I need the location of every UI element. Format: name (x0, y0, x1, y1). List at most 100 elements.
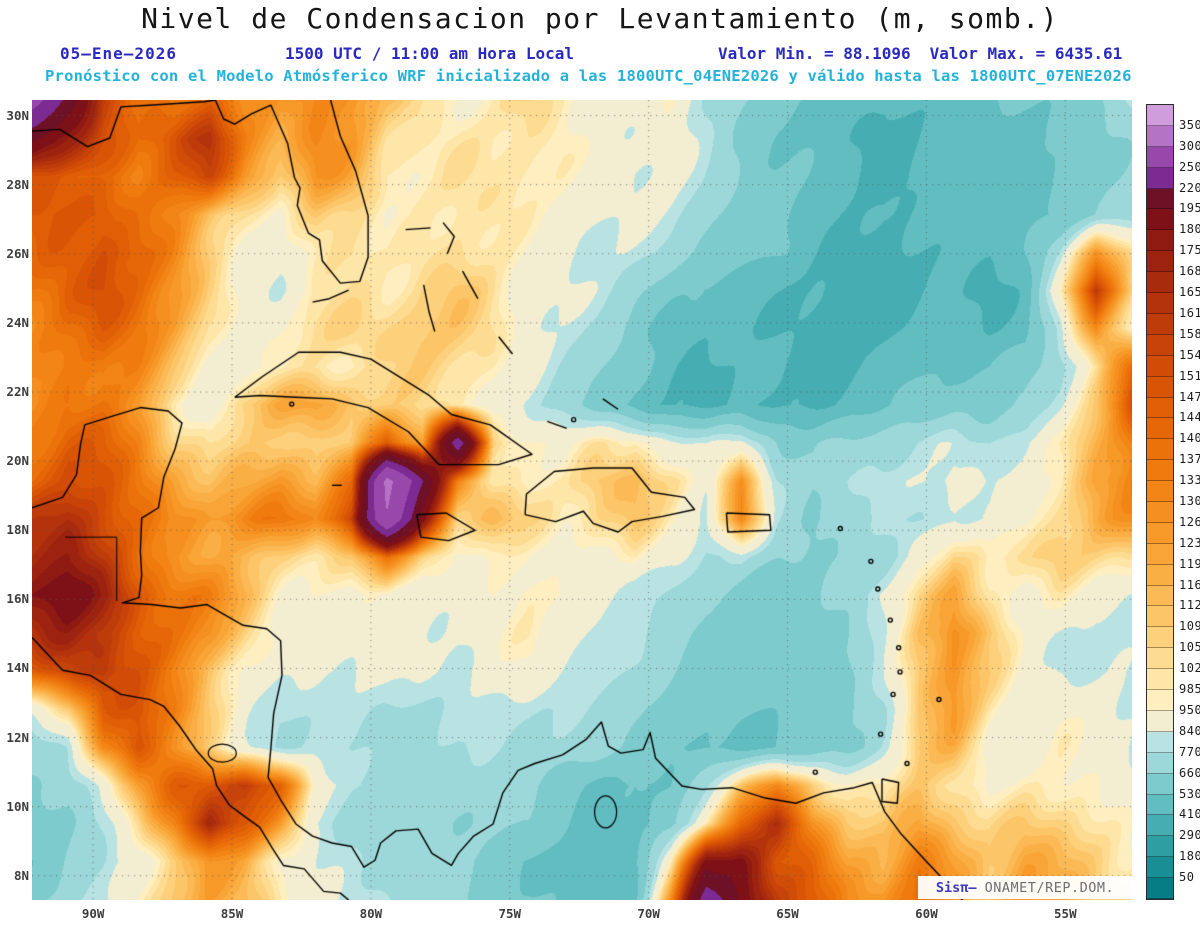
colorbar-segment (1147, 606, 1173, 628)
colorbar-label: 1440 (1179, 410, 1200, 425)
colorbar-segment (1147, 690, 1173, 711)
minmax-values: Valor Min. = 88.1096 Valor Max. = 6435.61 (718, 44, 1122, 63)
colorbar-label: 1370 (1179, 452, 1200, 467)
colorbar-label: 1125 (1179, 598, 1200, 613)
colorbar-segment (1147, 460, 1173, 482)
colorbar-segment (1147, 773, 1173, 795)
lon-tick-label: 60W (915, 906, 938, 921)
colorbar-label: 290 (1179, 828, 1200, 843)
lat-tick-label: 12N (6, 729, 29, 745)
colorbar-label: 660 (1179, 765, 1200, 780)
colorbar-segment (1147, 648, 1173, 670)
colorbar-segment (1147, 293, 1173, 314)
lat-tick-label: 22N (6, 384, 29, 399)
min-value-label: Valor Min. = 88.1096 (718, 44, 911, 63)
colorbar (1146, 104, 1174, 900)
colorbar-label: 1615 (1179, 305, 1200, 320)
colorbar-segment (1147, 439, 1173, 461)
colorbar-segment (1147, 836, 1173, 858)
colorbar-label: 1950 (1179, 201, 1200, 216)
colorbar-label: 1265 (1179, 514, 1200, 529)
colorbar-segment (1147, 627, 1173, 649)
colorbar-label: 1335 (1179, 473, 1200, 488)
colorbar-label: 1580 (1179, 326, 1200, 341)
colorbar-label: 1055 (1179, 640, 1200, 655)
lat-tick-label: 8N (13, 867, 29, 883)
lat-tick-label: 28N (6, 176, 29, 192)
model-info-line: Pronóstico con el Modelo Atmósferico WRF… (45, 67, 1132, 85)
colorbar-label: 1195 (1179, 556, 1200, 571)
colorbar-label: 180 (1179, 849, 1200, 864)
lon-tick-label: 75W (498, 906, 522, 921)
colorbar-label: 3500 (1179, 117, 1200, 132)
colorbar-segment (1147, 522, 1173, 544)
colorbar-label: 1510 (1179, 368, 1200, 383)
forecast-date-label: 05–Ene–2026 (60, 44, 177, 63)
lon-tick-label: 85W (220, 906, 244, 921)
watermark-box: Sisπ– ONAMET/REP.DOM. (918, 876, 1132, 899)
lat-tick-label: 24N (6, 314, 29, 330)
colorbar-segment (1147, 272, 1173, 294)
colorbar-label: 3000 (1179, 138, 1200, 153)
colorbar-label: 50 (1179, 870, 1195, 885)
colorbar-label: 1650 (1179, 285, 1200, 300)
colorbar-segment (1147, 230, 1173, 252)
lat-tick-label: 14N (6, 660, 29, 676)
colorbar-segment (1147, 543, 1173, 565)
colorbar-label: 840 (1179, 723, 1200, 738)
colorbar-label: 985 (1179, 682, 1200, 697)
lat-tick-label: 16N (6, 591, 29, 607)
colorbar-segment (1147, 251, 1173, 273)
colorbar-label: 1160 (1179, 577, 1200, 592)
watermark-brand: Sisπ– (935, 879, 985, 896)
colorbar-segment (1147, 188, 1173, 210)
colorbar-label: 410 (1179, 807, 1200, 822)
colorbar-label: 2200 (1179, 180, 1200, 195)
lon-tick-label: 80W (359, 906, 383, 921)
colorbar-segment (1147, 857, 1173, 879)
colorbar-label: 2500 (1179, 159, 1200, 174)
colorbar-label: 1300 (1179, 494, 1200, 508)
lat-tick-label: 10N (6, 798, 29, 814)
colorbar-label: 1090 (1179, 619, 1200, 634)
colorbar-segment (1147, 105, 1173, 126)
colorbar-label: 1685 (1179, 264, 1200, 279)
colorbar-segment (1147, 815, 1173, 837)
colorbar-segment (1147, 125, 1173, 147)
colorbar-label: 1475 (1179, 389, 1200, 404)
colorbar-segment (1147, 481, 1173, 502)
colorbar-segment (1147, 752, 1173, 774)
colorbar-segment (1147, 355, 1173, 377)
watermark-org: ONAMET/REP.DOM. (984, 879, 1115, 896)
lcl-contour-field-map (32, 100, 1132, 900)
forecast-time-label: 1500 UTC / 11:00 am Hora Local (285, 44, 574, 63)
colorbar-segment (1147, 313, 1173, 335)
lat-tick-label: 20N (6, 453, 29, 469)
colorbar-segment (1147, 731, 1173, 753)
colorbar-label: 1545 (1179, 347, 1200, 362)
colorbar-segment (1147, 794, 1173, 816)
colorbar-segment (1147, 418, 1173, 440)
lat-tick-label: 18N (6, 522, 29, 538)
map-area: Sisπ– ONAMET/REP.DOM. (32, 100, 1132, 900)
colorbar-label: 530 (1179, 786, 1200, 801)
colorbar-segment (1147, 397, 1173, 419)
colorbar-segment (1147, 167, 1173, 189)
colorbar-segment (1147, 146, 1173, 168)
colorbar-segment (1147, 564, 1173, 586)
lat-tick-label: 30N (6, 107, 29, 123)
colorbar-segment (1147, 878, 1173, 899)
colorbar-label: 1750 (1179, 243, 1200, 258)
lon-tick-label: 90W (81, 906, 105, 921)
lon-tick-label: 65W (776, 906, 799, 921)
colorbar-label: 1020 (1179, 661, 1200, 676)
colorbar-segment (1147, 669, 1173, 691)
colorbar-segment (1147, 710, 1173, 732)
colorbar-segment (1147, 502, 1173, 523)
colorbar-label: 770 (1179, 744, 1200, 759)
max-value-label: Valor Max. = 6435.61 (929, 44, 1123, 63)
colorbar-segment (1147, 585, 1173, 607)
colorbar-segment (1147, 376, 1173, 398)
colorbar-label: 1230 (1179, 535, 1200, 550)
